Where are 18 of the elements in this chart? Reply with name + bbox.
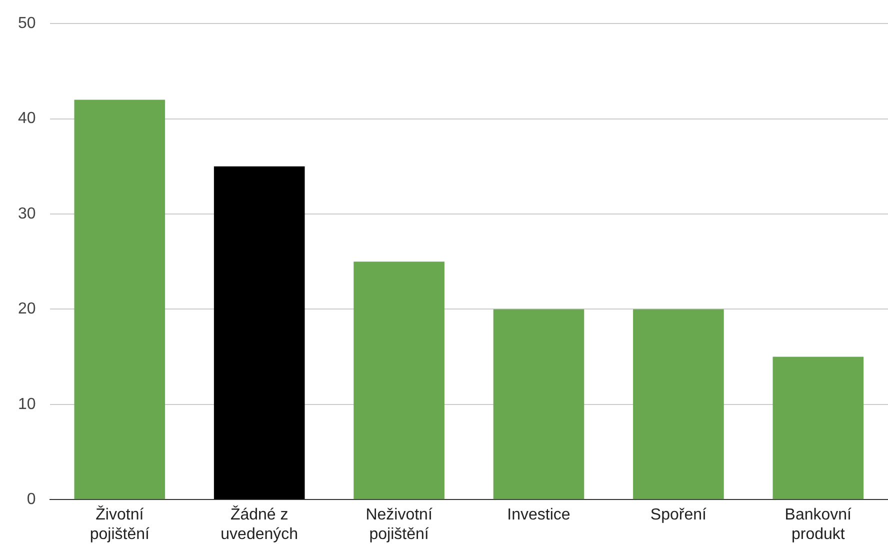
x-tick-label: Bankovní produkt (784, 506, 852, 543)
x-tick-label: Investice (507, 506, 570, 524)
y-tick-label: 10 (18, 396, 36, 413)
bar (493, 309, 584, 500)
y-tick-label: 0 (26, 491, 36, 508)
y-tick-label: 30 (18, 205, 36, 222)
bar (214, 166, 305, 500)
x-tick-label: Životní pojištění (90, 506, 150, 543)
y-tick-label: 50 (18, 15, 36, 32)
y-tick-label: 40 (18, 110, 36, 128)
x-tick-label: Žádné z uvedených (220, 506, 298, 543)
bar (74, 100, 166, 500)
x-tick-label: Spoření (650, 506, 708, 524)
bar (354, 262, 444, 500)
bar (772, 356, 864, 500)
bar (633, 309, 724, 500)
y-tick-label: 20 (18, 300, 36, 318)
x-tick-label: Neživotní pojištění (366, 506, 433, 543)
